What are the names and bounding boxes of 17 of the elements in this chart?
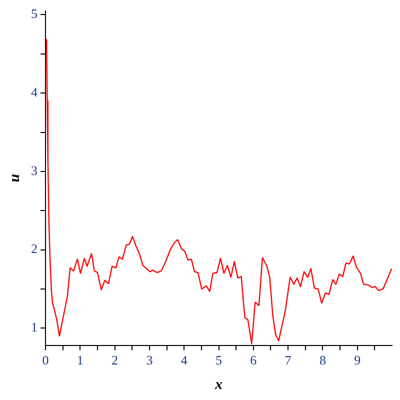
x-tick-label: 6 xyxy=(250,352,258,368)
x-tick-label: 4 xyxy=(180,352,188,368)
y-axis-title: u xyxy=(6,174,23,182)
y-tick-label: 2 xyxy=(31,241,38,256)
x-tick-label: 8 xyxy=(319,352,326,368)
x-axis-title: x xyxy=(214,376,223,393)
x-tick-label: 5 xyxy=(216,352,222,368)
y-tick-label: 5 xyxy=(31,6,38,22)
x-tick-label: 0 xyxy=(42,352,49,368)
y-tick-label: 3 xyxy=(31,162,38,178)
x-tick-label: 2 xyxy=(112,352,118,368)
y-tick-label: 1 xyxy=(31,320,38,335)
x-tick-label: 3 xyxy=(146,352,153,368)
x-tick-label: 9 xyxy=(354,352,361,368)
x-tick-label: 7 xyxy=(284,352,292,368)
x-tick-label: 1 xyxy=(76,352,84,368)
y-tick-label: 4 xyxy=(31,84,38,100)
